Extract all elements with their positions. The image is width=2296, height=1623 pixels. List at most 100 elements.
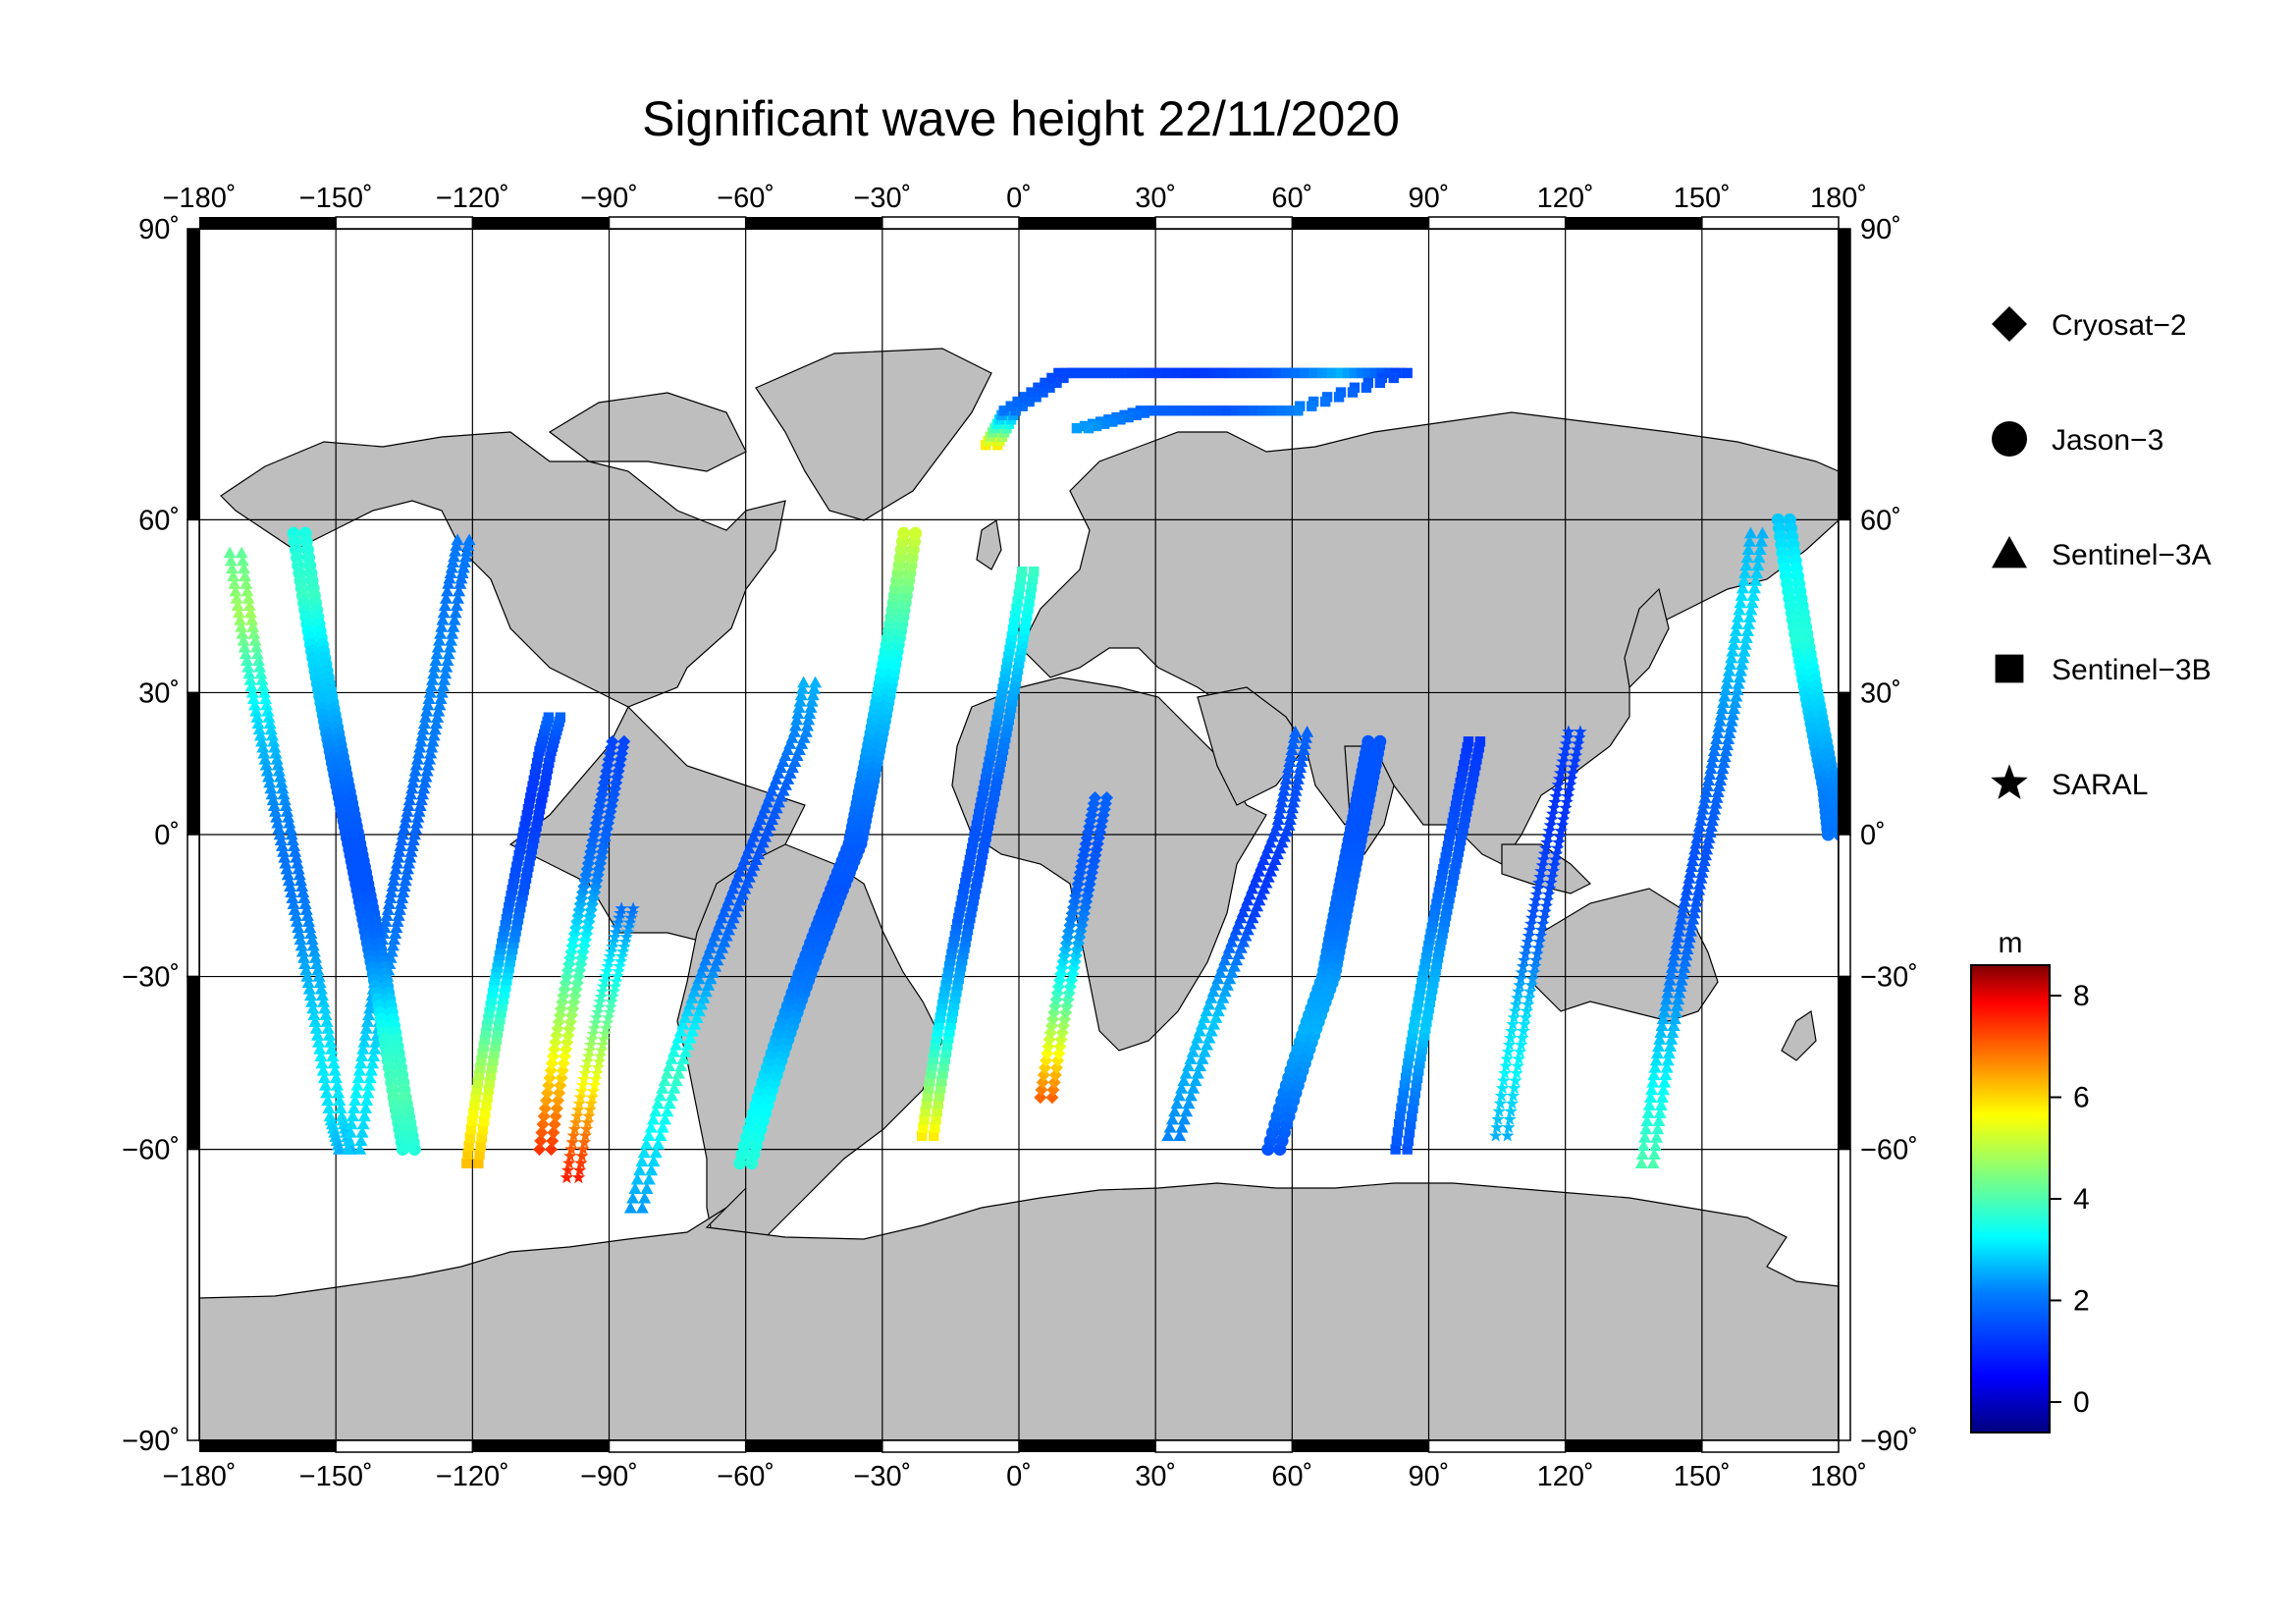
wave-point xyxy=(1270,847,1284,860)
wave-point xyxy=(446,627,459,639)
wave-point xyxy=(363,1001,377,1014)
wave-point xyxy=(597,974,612,988)
wave-point xyxy=(772,767,785,779)
lon-tick-label: −150˚ xyxy=(299,1461,373,1492)
wave-point xyxy=(1299,367,1310,379)
wave-point xyxy=(267,799,281,811)
wave-point xyxy=(1664,1040,1678,1052)
wave-point xyxy=(1532,876,1546,889)
wave-height-points xyxy=(223,367,1839,1214)
wave-point xyxy=(1290,779,1304,790)
lon-tick-label: 180˚ xyxy=(1810,183,1867,214)
wave-point xyxy=(243,606,257,619)
wave-point xyxy=(420,704,434,717)
wave-point xyxy=(241,660,255,673)
wave-point xyxy=(303,921,317,933)
wave-point xyxy=(1333,392,1345,403)
wave-point xyxy=(778,749,792,761)
wave-point xyxy=(1562,725,1575,738)
wave-point xyxy=(1693,814,1707,827)
wave-point xyxy=(1682,877,1695,890)
wave-point xyxy=(548,1117,561,1131)
lon-tick-label: 90˚ xyxy=(1409,183,1450,214)
wave-point xyxy=(1526,904,1540,918)
wave-point xyxy=(312,1035,326,1048)
wave-point xyxy=(1653,1107,1667,1118)
wave-point xyxy=(685,992,699,1003)
wave-point xyxy=(1326,367,1337,379)
wave-point xyxy=(1722,664,1735,676)
wave-point xyxy=(1291,773,1305,784)
wave-point xyxy=(433,698,447,711)
wave-point xyxy=(1574,725,1587,738)
wave-point xyxy=(752,847,766,860)
wave-point xyxy=(1274,801,1288,814)
wave-point xyxy=(619,930,633,944)
wave-point xyxy=(1204,992,1218,1003)
wave-point xyxy=(596,979,611,993)
wave-point xyxy=(393,903,406,915)
wave-point xyxy=(1402,367,1413,379)
wave-point xyxy=(1519,1010,1533,1024)
wave-point xyxy=(1283,406,1295,416)
wave-point xyxy=(1695,808,1709,821)
wave-point xyxy=(1530,882,1545,894)
wave-point xyxy=(720,899,733,912)
frame-bar-bottom xyxy=(1565,1440,1702,1452)
wave-point xyxy=(1505,1096,1520,1109)
legend-star-icon xyxy=(1991,764,2028,799)
wave-point xyxy=(1182,1097,1196,1109)
wave-point xyxy=(1739,631,1753,643)
wave-point xyxy=(1083,422,1095,434)
wave-point xyxy=(1704,762,1718,775)
wave-point xyxy=(427,667,441,679)
wave-point xyxy=(1186,1045,1200,1057)
wave-point xyxy=(420,764,434,777)
wave-point xyxy=(428,660,442,673)
frame-bar-bottom xyxy=(745,1440,882,1452)
wave-point xyxy=(1393,1118,1405,1130)
wave-point xyxy=(1288,789,1302,802)
wave-point xyxy=(1652,1114,1666,1127)
wave-point xyxy=(1552,772,1567,785)
wave-point xyxy=(334,1102,347,1114)
wave-point xyxy=(577,1135,591,1149)
wave-point xyxy=(1463,736,1474,747)
wave-point xyxy=(1238,406,1249,416)
wave-point xyxy=(237,633,250,646)
wave-point xyxy=(1545,806,1560,820)
colorbar-tick-label: 4 xyxy=(2073,1183,2090,1216)
wave-point xyxy=(1535,858,1550,872)
wave-point xyxy=(1664,967,1678,980)
wave-point xyxy=(1645,1083,1659,1096)
wave-point xyxy=(1213,998,1227,1010)
wave-point xyxy=(1735,589,1748,601)
wave-point xyxy=(1301,725,1314,737)
wave-point xyxy=(726,882,740,894)
wave-point xyxy=(555,712,566,723)
wave-point xyxy=(1561,730,1575,744)
wave-point xyxy=(1547,800,1561,814)
wave-point xyxy=(462,1149,473,1161)
wave-point xyxy=(1653,1033,1667,1045)
wave-point xyxy=(252,723,266,735)
wave-point xyxy=(247,627,261,639)
wave-point xyxy=(248,698,262,711)
wave-point xyxy=(708,929,721,942)
wave-point xyxy=(1198,1045,1211,1057)
wave-point xyxy=(227,569,240,582)
wave-point xyxy=(297,892,311,903)
wave-point xyxy=(1685,854,1699,867)
wave-point xyxy=(240,577,253,589)
wave-point xyxy=(317,1071,331,1084)
wave-point xyxy=(269,746,283,759)
wave-point xyxy=(687,985,701,998)
wave-point xyxy=(229,584,242,597)
lat-tick-label: 90˚ xyxy=(1860,214,1901,245)
wave-point xyxy=(1833,828,1839,841)
lon-tick-label: −60˚ xyxy=(717,183,774,214)
wave-point xyxy=(1671,931,1684,943)
wave-point xyxy=(295,945,309,957)
wave-point xyxy=(1715,768,1729,781)
wave-point xyxy=(1520,941,1533,954)
